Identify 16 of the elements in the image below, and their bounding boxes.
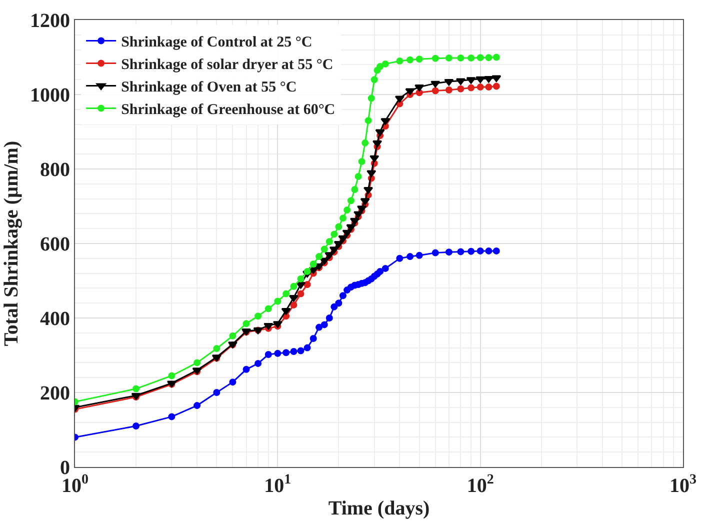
y-tick-label: 1200 (30, 10, 70, 32)
x-tick-label: 10$^{2}$ (466, 472, 494, 497)
legend-label: Shrinkage of Greenhouse at 60°C (121, 102, 336, 118)
legend-label: Shrinkage of solar dryer at 55 °C (121, 57, 334, 74)
y-axis-title: Total Shrinkage (µm/m) (0, 140, 22, 346)
y-tick-label: 800 (40, 159, 70, 181)
legend-label: Shrinkage of Oven at 55 °C (121, 80, 297, 96)
y-tick-label: 400 (40, 308, 70, 330)
y-tick-label: 200 (40, 382, 70, 404)
x-axis-title: Time (days) (328, 498, 430, 520)
y-tick-label: 1000 (30, 84, 70, 106)
y-tick-label: 0 (60, 457, 70, 479)
legend-label: Shrinkage of Control at 25 °C (121, 34, 312, 51)
y-tick-label: 600 (40, 234, 70, 256)
x-tick-label: 10$^{1}$ (264, 472, 292, 497)
x-tick-label: 10$^{3}$ (670, 472, 696, 497)
